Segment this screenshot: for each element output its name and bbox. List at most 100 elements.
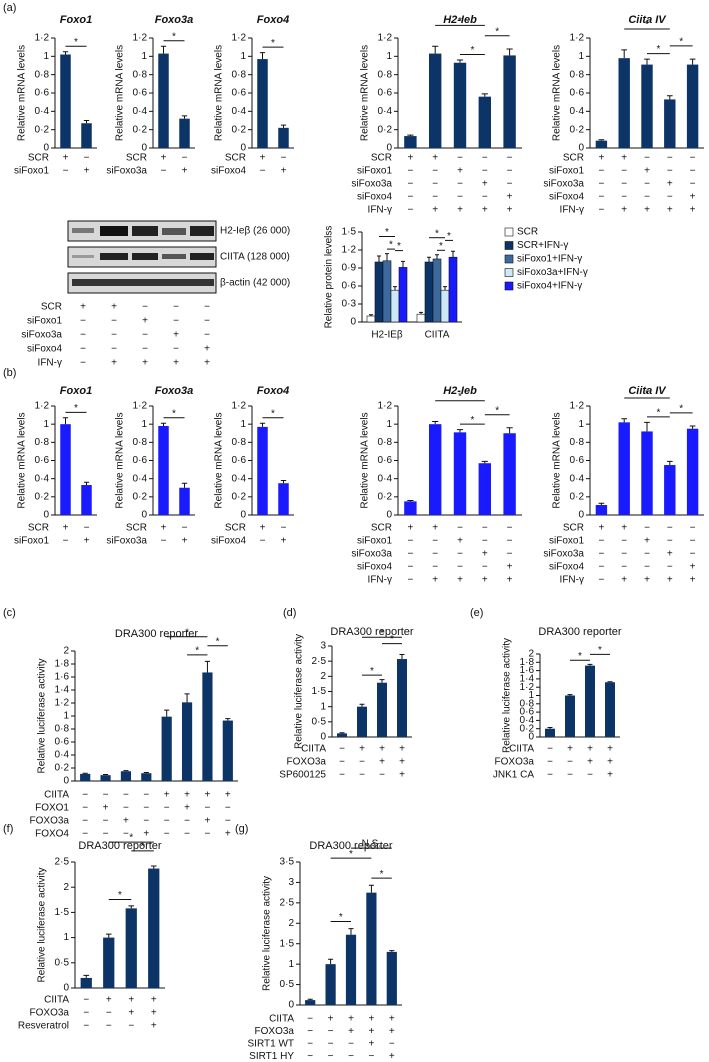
condition-sign: − bbox=[161, 536, 167, 547]
bar bbox=[222, 720, 233, 781]
condition-sign: + bbox=[389, 1014, 395, 1025]
condition-label: CIITA bbox=[269, 1014, 294, 1025]
condition-sign: + bbox=[128, 1008, 134, 1019]
condition-sign: − bbox=[547, 770, 553, 781]
y-tick-label: 0 bbox=[63, 983, 69, 994]
chart-title: Foxo1 bbox=[60, 14, 92, 26]
y-tick-label: 0·6 bbox=[232, 88, 247, 99]
error-bar bbox=[184, 693, 190, 703]
bar bbox=[503, 55, 516, 148]
condition-sign: + bbox=[667, 205, 673, 216]
condition-sign: + bbox=[482, 179, 488, 190]
condition-sign: + bbox=[204, 344, 210, 355]
condition-sign: − bbox=[598, 562, 604, 573]
condition-sign: + bbox=[457, 575, 463, 586]
bar bbox=[60, 54, 71, 148]
significance-label: * bbox=[118, 890, 122, 901]
condition-sign: − bbox=[432, 166, 438, 177]
y-tick-label: 0·6 bbox=[378, 88, 393, 99]
condition-sign: − bbox=[205, 829, 211, 840]
error-bar bbox=[547, 726, 553, 729]
panel-label: (b) bbox=[3, 367, 16, 379]
condition-sign: + bbox=[161, 523, 167, 534]
y-tick-label: 0·2 bbox=[232, 124, 247, 135]
condition-sign: + bbox=[184, 790, 190, 801]
condition-sign: − bbox=[644, 192, 650, 203]
bar bbox=[686, 428, 699, 515]
condition-sign: + bbox=[63, 153, 69, 164]
y-tick-label: 2·5 bbox=[55, 857, 70, 868]
condition-sign: + bbox=[432, 205, 438, 216]
condition-sign: − bbox=[598, 549, 604, 560]
y-tick-label: 0·8 bbox=[520, 698, 535, 709]
condition-sign: − bbox=[142, 302, 148, 313]
condition-sign: − bbox=[432, 179, 438, 190]
x-tick-label: H2-IEβ bbox=[371, 330, 403, 341]
blot-label: CIITA (128 000) bbox=[220, 252, 290, 263]
y-tick-label: 2 bbox=[63, 646, 69, 657]
condition-sign: − bbox=[82, 816, 88, 827]
condition-sign: − bbox=[307, 1014, 313, 1025]
significance-label: * bbox=[458, 391, 462, 402]
bar bbox=[377, 682, 387, 737]
y-tick-label: 0 bbox=[43, 510, 49, 521]
error-bar bbox=[385, 253, 389, 261]
condition-sign: − bbox=[281, 523, 287, 534]
condition-sign: − bbox=[407, 575, 413, 586]
y-tick-label: 0·8 bbox=[133, 69, 148, 80]
error-bar bbox=[598, 502, 605, 506]
condition-sign: − bbox=[482, 562, 488, 573]
significance-label: * bbox=[578, 651, 582, 662]
y-axis-label: Relative mRNA levels bbox=[360, 45, 371, 141]
condition-sign: − bbox=[407, 562, 413, 573]
condition-sign: − bbox=[328, 1039, 334, 1050]
error-bar bbox=[666, 460, 673, 466]
condition-sign: + bbox=[260, 153, 266, 164]
bar bbox=[305, 1000, 316, 1005]
condition-sign: + bbox=[644, 536, 650, 547]
condition-sign: + bbox=[598, 523, 604, 534]
y-tick-label: 1·6 bbox=[520, 665, 535, 676]
condition-sign: − bbox=[164, 816, 170, 827]
bar bbox=[641, 64, 653, 148]
error-bar bbox=[150, 865, 157, 869]
condition-sign: + bbox=[621, 153, 627, 164]
condition-sign: − bbox=[204, 302, 210, 313]
y-tick-label: 2 bbox=[528, 649, 534, 660]
condition-label: SIRT1 HY bbox=[249, 1051, 294, 1062]
y-tick-label: 1·2 bbox=[35, 33, 50, 44]
y-tick-label: 0·4 bbox=[35, 106, 50, 117]
condition-sign: − bbox=[507, 179, 513, 190]
error-bar bbox=[621, 418, 628, 423]
condition-sign: − bbox=[103, 790, 109, 801]
bar bbox=[595, 505, 608, 515]
error-bar bbox=[506, 427, 513, 434]
condition-label: siFoxo1 bbox=[14, 166, 49, 177]
y-tick-label: 1 bbox=[320, 701, 326, 712]
legend-label: siFoxo3a+IFN-γ bbox=[517, 267, 588, 278]
condition-label: SCR bbox=[563, 153, 584, 164]
y-axis-label: Relative protein levelss bbox=[324, 226, 335, 329]
condition-sign: − bbox=[103, 829, 109, 840]
error-bar bbox=[666, 95, 673, 100]
condition-sign: + bbox=[204, 358, 210, 369]
condition-sign: − bbox=[667, 166, 673, 177]
condition-sign: − bbox=[407, 179, 413, 190]
condition-sign: − bbox=[225, 816, 231, 827]
condition-label: siFoxo1 bbox=[357, 166, 392, 177]
condition-sign: − bbox=[82, 829, 88, 840]
condition-sign: + bbox=[507, 205, 513, 216]
significance-label: * bbox=[172, 31, 176, 42]
error-bar bbox=[407, 499, 414, 502]
y-axis-label: Relative mRNA levels bbox=[360, 412, 371, 508]
bar bbox=[179, 487, 190, 515]
error-bar bbox=[443, 286, 447, 291]
y-tick-label: 0·8 bbox=[133, 437, 148, 448]
condition-sign: − bbox=[225, 803, 231, 814]
y-tick-label: 0·2 bbox=[378, 124, 393, 135]
bar bbox=[664, 99, 676, 148]
y-tick-label: 1·5 bbox=[312, 686, 327, 697]
error-bar bbox=[181, 115, 188, 119]
condition-sign: − bbox=[644, 523, 650, 534]
significance-label: * bbox=[339, 912, 343, 923]
